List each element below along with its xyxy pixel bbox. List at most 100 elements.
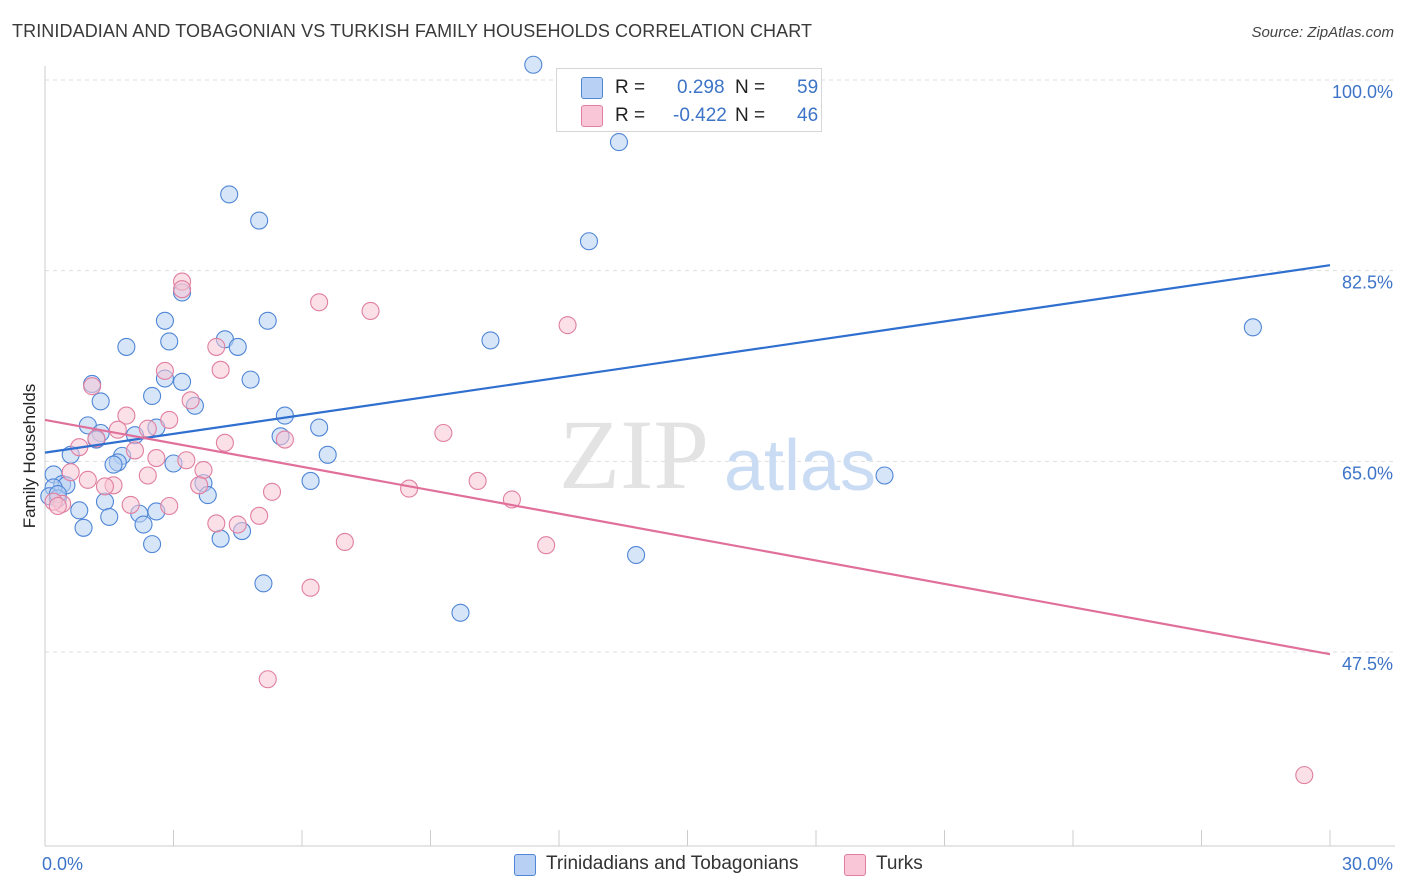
r-value: -0.422: [673, 105, 727, 126]
turks-point: [177, 451, 196, 470]
grid-lines: [45, 79, 1395, 653]
trinidadian-point: [250, 211, 269, 230]
turks-trendline: [44, 418, 1331, 656]
y-tick-label: 100.0%: [1332, 82, 1393, 102]
trinidadian-point: [160, 332, 179, 351]
turks-point: [173, 280, 192, 299]
trinidadian-point: [524, 55, 543, 74]
r-value: 0.298: [677, 77, 725, 98]
trinidadian-point: [70, 501, 89, 520]
trinidadian-point: [1243, 318, 1262, 337]
trinidadian-point: [875, 466, 894, 485]
pink-swatch-icon: [844, 854, 866, 876]
n-label: N =: [735, 105, 766, 126]
turks-point: [301, 578, 320, 597]
trinidadian-point: [104, 455, 123, 474]
turks-point: [258, 670, 277, 689]
trinidadian-point: [275, 406, 294, 425]
trinidadian-point: [155, 311, 174, 330]
turks-point: [83, 377, 102, 396]
turks-point: [155, 361, 174, 380]
turks-point: [262, 482, 282, 501]
r-label: R =: [615, 105, 646, 126]
turks-point: [78, 470, 97, 489]
turks-point: [361, 301, 380, 321]
y-axis-label: Family Households: [20, 384, 39, 529]
pink-swatch-icon: [581, 105, 603, 127]
axes: [44, 66, 1395, 847]
y-tick-label: 82.5%: [1342, 273, 1393, 293]
trinidadian-point: [173, 372, 192, 391]
watermark: ZIP atlas: [559, 399, 876, 510]
scatter-points: [40, 55, 1314, 785]
r-label: R =: [615, 77, 646, 98]
turks-point: [250, 506, 269, 525]
turks-point: [48, 496, 67, 516]
legend-label: Turks: [876, 853, 923, 874]
turks-point: [1295, 766, 1314, 785]
x-tick-label: 30.0%: [1342, 854, 1393, 874]
turks-point: [335, 532, 354, 552]
trinidadian-point: [254, 574, 273, 593]
turks-point: [138, 419, 157, 438]
correlation-legend: R = 0.298 N = 59 R = -0.422 N = 46: [556, 68, 822, 132]
turks-point: [228, 515, 247, 534]
trinidadian-point: [627, 545, 646, 565]
trinidadian-point: [228, 337, 247, 356]
turks-point: [121, 495, 140, 514]
turks-point: [434, 423, 453, 443]
trinidadian-point: [310, 418, 329, 437]
trinidadian-point: [100, 507, 119, 526]
blue-swatch-icon: [514, 854, 536, 876]
turks-point: [95, 477, 115, 496]
x-tick-label: 0.0%: [42, 854, 83, 874]
trinidadian-point: [91, 392, 110, 411]
turks-point: [194, 460, 213, 480]
tick-labels: 100.0% 82.5% 65.0% 47.5% 0.0% 30.0%: [42, 82, 1393, 874]
trinidadian-point: [143, 386, 162, 406]
trinidadian-point: [211, 529, 230, 548]
turks-point: [160, 496, 179, 516]
trinidadian-point: [74, 518, 93, 537]
trinidadian-point: [481, 331, 500, 350]
turks-point: [181, 391, 200, 410]
turks-point: [207, 514, 226, 533]
trinidadian-point: [609, 133, 629, 152]
turks-point: [558, 316, 577, 335]
n-value: 59: [797, 77, 819, 98]
turks-point: [537, 536, 556, 555]
turks-point: [207, 337, 226, 356]
watermark-atlas: atlas: [724, 426, 876, 506]
trinidadian-point: [451, 603, 470, 622]
y-tick-label: 65.0%: [1342, 463, 1393, 483]
n-label: N =: [735, 77, 766, 98]
turks-point: [215, 433, 234, 452]
trinidadian-point: [579, 232, 599, 251]
turks-point: [125, 441, 144, 460]
y-tick-label: 47.5%: [1342, 654, 1393, 674]
turks-point: [190, 476, 209, 495]
source-credit: Source: ZipAtlas.com: [1251, 24, 1394, 41]
trinidadian-point: [301, 471, 320, 490]
turks-point: [160, 410, 179, 429]
turks-point: [310, 293, 329, 312]
trinidadian-point: [143, 535, 162, 554]
trend-lines: [44, 264, 1331, 656]
trinidadian-point: [95, 492, 115, 511]
trinidadian-point: [241, 370, 260, 389]
trinidadian-point: [220, 185, 239, 204]
blue-swatch-icon: [581, 77, 603, 99]
turks-point: [211, 360, 230, 379]
turks-point: [61, 463, 80, 482]
trinidadian-trendline: [44, 264, 1331, 454]
turks-point: [147, 449, 166, 468]
trinidadian-point: [134, 515, 153, 534]
n-value: 46: [797, 105, 819, 126]
turks-point: [117, 406, 136, 425]
legend-label: Trinidadians and Tobagonians: [546, 853, 799, 874]
trinidadian-point: [117, 337, 136, 356]
turks-point: [108, 420, 127, 439]
trinidadian-point: [258, 311, 277, 330]
turks-point: [275, 430, 294, 449]
